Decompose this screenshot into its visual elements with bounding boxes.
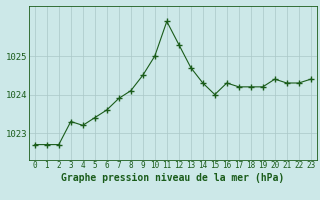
X-axis label: Graphe pression niveau de la mer (hPa): Graphe pression niveau de la mer (hPa)	[61, 173, 284, 183]
